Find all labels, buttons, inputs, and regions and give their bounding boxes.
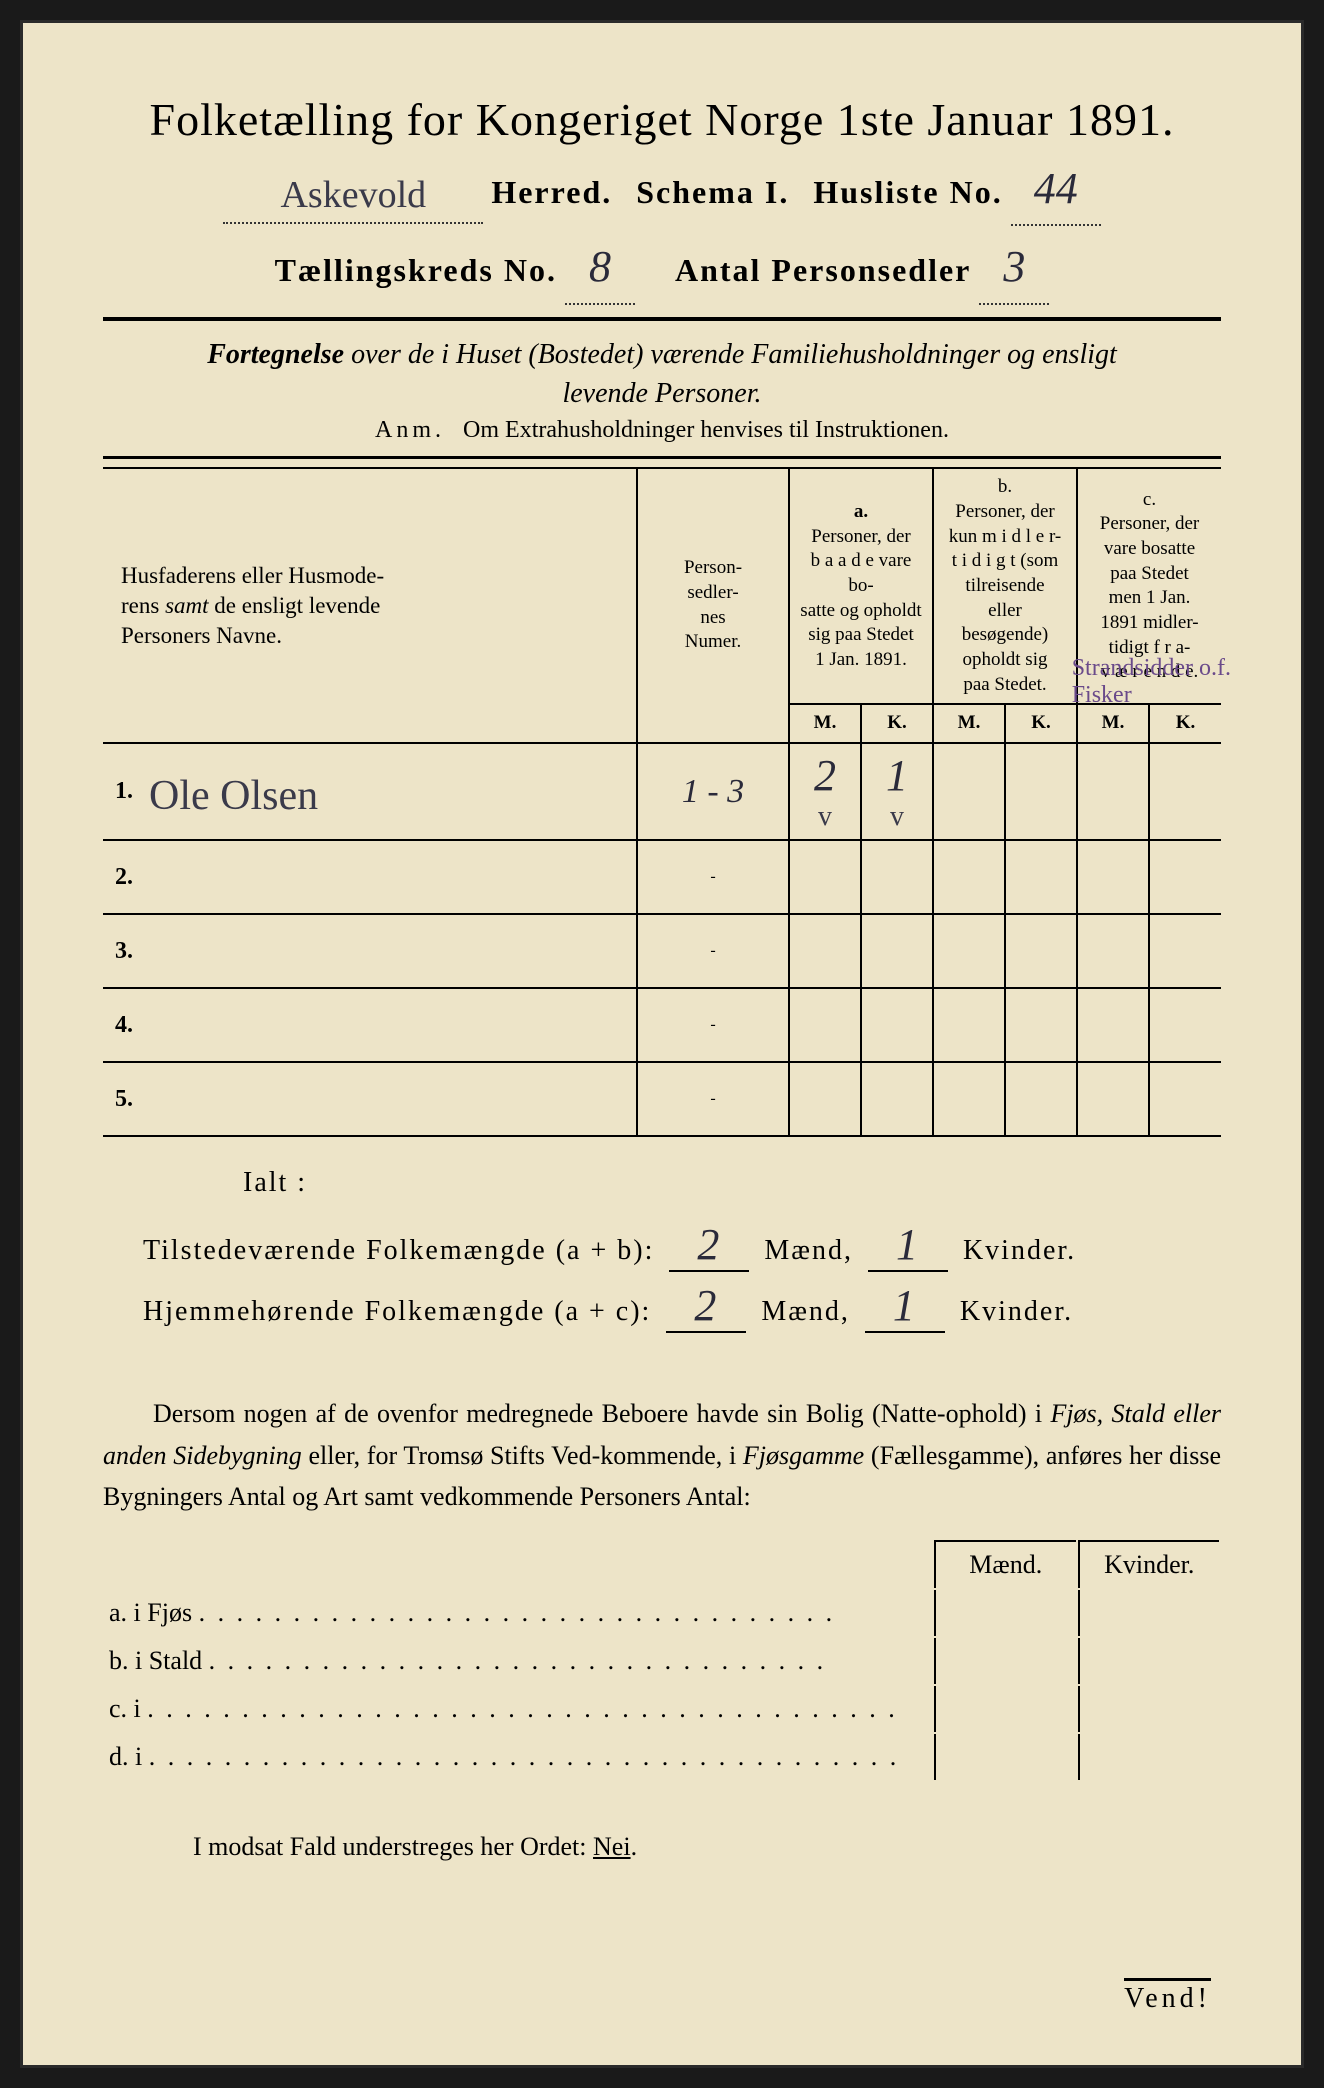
vend-label: Vend! — [1124, 1978, 1211, 2015]
schema-label: Schema I. — [636, 174, 789, 210]
anm-label: Anm. — [375, 417, 445, 443]
row-num: 1. — [103, 743, 141, 840]
hjemme-line: Hjemmehørende Folkemængde (a + c): 2 Mæn… — [143, 1280, 1221, 1333]
husliste-value: 44 — [1034, 164, 1078, 213]
c-k-cell — [1149, 743, 1221, 840]
col-name-header: Husfaderens eller Husmode-rens samt de e… — [103, 468, 637, 743]
mk-header: K. — [1149, 704, 1221, 743]
name-cell: Ole Olsen — [141, 743, 637, 840]
b-k-cell — [1005, 743, 1077, 840]
table-row: 1. Ole Olsen 1 - 3 2 v 1 v — [103, 743, 1221, 840]
divider — [103, 317, 1221, 321]
side-row: d. i . . . . . . . . . . . . . . . . . .… — [105, 1734, 1219, 1780]
nummer-cell: 1 - 3 — [637, 743, 789, 840]
tilstede-line: Tilstedeværende Folkemængde (a + b): 2 M… — [143, 1219, 1221, 1272]
row-num: 3. — [103, 914, 141, 988]
anm-text: Om Extrahusholdninger henvises til Instr… — [463, 417, 949, 443]
mk-header: M. — [933, 704, 1005, 743]
a-m-cell: 2 v — [789, 743, 861, 840]
table-row: 4. - — [103, 988, 1221, 1062]
kreds-label: Tællingskreds No. — [275, 252, 557, 288]
nummer-cell: - — [637, 1062, 789, 1136]
page-title: Folketælling for Kongeriget Norge 1ste J… — [103, 93, 1221, 146]
side-maend-header: Mænd. — [934, 1540, 1075, 1588]
subtitle: Fortegnelse over de i Huset (Bostedet) v… — [103, 335, 1221, 413]
mk-header: K. — [861, 704, 933, 743]
nummer-cell: - — [637, 988, 789, 1062]
header-line-2: Tællingskreds No. 8 Antal Personsedler 3 — [103, 232, 1221, 304]
row-num: 2. — [103, 840, 141, 914]
side-kvinder-header: Kvinder. — [1078, 1540, 1219, 1588]
side-row: c. i . . . . . . . . . . . . . . . . . .… — [105, 1686, 1219, 1732]
table-row: 2. - — [103, 840, 1221, 914]
name-cell — [141, 1062, 637, 1136]
col-a-header: a. Personer, derb a a d e vare bo-satte … — [789, 468, 933, 704]
census-form-page: Folketælling for Kongeriget Norge 1ste J… — [20, 20, 1304, 2068]
row-num: 4. — [103, 988, 141, 1062]
name-cell — [141, 840, 637, 914]
header-line-1: Askevold Herred. Schema I. Husliste No. … — [103, 154, 1221, 226]
kreds-value: 8 — [589, 242, 611, 291]
side-building-table: Mænd. Kvinder. a. i Fjøs . . . . . . . .… — [103, 1538, 1221, 1782]
mk-header: M. — [789, 704, 861, 743]
name-cell — [141, 988, 637, 1062]
herred-label: Herred. — [491, 174, 612, 210]
anm-line: Anm. Om Extrahusholdninger henvises til … — [103, 417, 1221, 444]
ialt-label: Ialt : — [243, 1167, 1221, 1199]
mk-header: K. — [1005, 704, 1077, 743]
footer-line: I modsat Fald understreges her Ordet: Ne… — [193, 1832, 1221, 1862]
nummer-cell: - — [637, 914, 789, 988]
side-row: a. i Fjøs . . . . . . . . . . . . . . . … — [105, 1590, 1219, 1636]
mk-header: M. — [1077, 704, 1149, 743]
nummer-cell: - — [637, 840, 789, 914]
margin-note: Strandsidder o.f. Fisker — [1072, 655, 1231, 708]
main-table: Husfaderens eller Husmode-rens samt de e… — [103, 467, 1221, 1137]
side-row: b. i Stald . . . . . . . . . . . . . . .… — [105, 1638, 1219, 1684]
a-k-cell: 1 v — [861, 743, 933, 840]
husliste-label: Husliste No. — [813, 174, 1002, 210]
divider — [103, 456, 1221, 459]
col-b-header: b. Personer, derkun m i d l e r-t i d i … — [933, 468, 1077, 704]
antal-value: 3 — [1003, 242, 1025, 291]
row-num: 5. — [103, 1062, 141, 1136]
c-m-cell — [1077, 743, 1149, 840]
herred-value: Askevold — [280, 174, 426, 216]
b-m-cell — [933, 743, 1005, 840]
table-row: 5. - — [103, 1062, 1221, 1136]
antal-label: Antal Personsedler — [675, 252, 971, 288]
table-row: 3. - — [103, 914, 1221, 988]
side-building-paragraph: Dersom nogen af de ovenfor medregnede Be… — [103, 1393, 1221, 1518]
col-nummer-header: Person-sedler-nesNumer. — [637, 468, 789, 743]
name-cell — [141, 914, 637, 988]
